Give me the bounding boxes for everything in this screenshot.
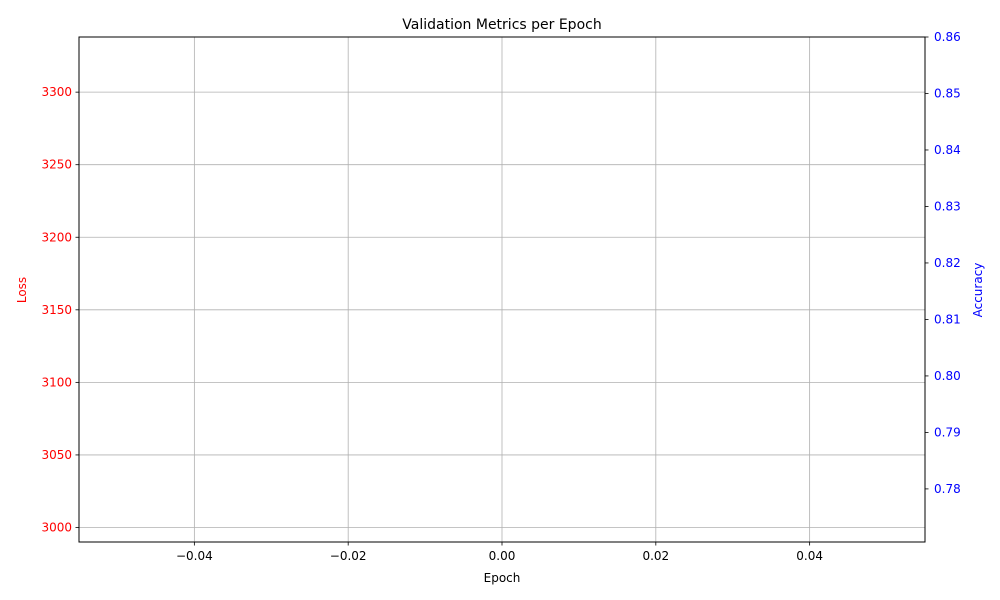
x-tick-label: 0.04 <box>796 549 823 563</box>
grid-lines <box>79 37 925 542</box>
right-y-tick-label: 0.82 <box>934 256 961 270</box>
right-y-tick-label: 0.83 <box>934 199 961 213</box>
x-axis: −0.04 −0.02 0.00 0.02 0.04 <box>176 542 823 563</box>
right-y-tick-label: 0.79 <box>934 425 961 439</box>
right-y-axis: 0.78 0.79 0.80 0.81 0.82 0.83 0.84 0.85 0.86 <box>925 30 961 496</box>
right-y-tick-label: 0.84 <box>934 143 961 157</box>
right-y-axis-title: Accuracy <box>971 263 985 318</box>
x-tick-label: −0.04 <box>176 549 213 563</box>
left-y-tick-label: 3250 <box>41 158 72 172</box>
right-y-tick-label: 0.86 <box>934 30 961 44</box>
left-y-tick-label: 3150 <box>41 303 72 317</box>
left-y-axis: 3000 3050 3100 3150 3200 3250 3300 <box>41 85 79 534</box>
x-tick-label: 0.00 <box>489 549 516 563</box>
x-axis-title: Epoch <box>484 571 521 585</box>
right-y-tick-label: 0.81 <box>934 312 961 326</box>
right-y-tick-label: 0.80 <box>934 369 961 383</box>
right-y-tick-label: 0.78 <box>934 482 961 496</box>
x-tick-label: −0.02 <box>330 549 367 563</box>
left-y-tick-label: 3050 <box>41 448 72 462</box>
left-y-tick-label: 3000 <box>41 520 72 534</box>
left-y-tick-label: 3200 <box>41 230 72 244</box>
chart-title: Validation Metrics per Epoch <box>402 17 601 33</box>
left-y-tick-label: 3100 <box>41 375 72 389</box>
x-tick-label: 0.02 <box>642 549 669 563</box>
left-y-axis-title: Loss <box>15 277 29 303</box>
left-y-tick-label: 3300 <box>41 85 72 99</box>
right-y-tick-label: 0.85 <box>934 86 961 100</box>
